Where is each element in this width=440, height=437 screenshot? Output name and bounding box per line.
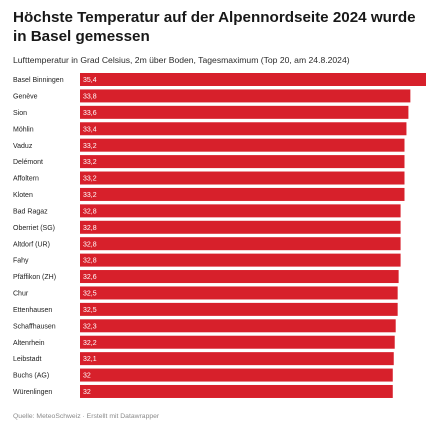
chart-title: Höchste Temperatur auf der Alpennordseit…	[13, 9, 416, 45]
category-label: Genève	[13, 94, 38, 101]
bar	[80, 105, 409, 119]
bar	[80, 335, 395, 349]
category-label: Leibstadt	[13, 356, 41, 363]
value-label: 32,1	[83, 356, 97, 363]
value-label: 35,4	[83, 77, 97, 84]
bar	[80, 319, 396, 333]
category-label: Chur	[13, 291, 29, 298]
value-label: 33,2	[83, 176, 97, 183]
value-label: 33,4	[83, 126, 97, 133]
category-label: Kloten	[13, 192, 33, 199]
bar	[80, 204, 401, 218]
category-label: Pfäffikon (ZH)	[13, 274, 56, 281]
bar	[80, 253, 401, 267]
category-label: Schaffhausen	[13, 323, 56, 330]
value-label: 32,8	[83, 208, 97, 215]
category-label: Möhlin	[13, 126, 34, 133]
bar	[80, 237, 401, 251]
value-label: 33,8	[83, 94, 97, 101]
value-label: 32	[83, 373, 91, 380]
category-label: Oberriet (SG)	[13, 225, 55, 232]
bar	[80, 220, 401, 234]
bar	[80, 138, 405, 152]
category-label: Bad Ragaz	[13, 208, 48, 215]
category-label: Delémont	[13, 159, 43, 166]
bar	[80, 270, 399, 284]
bar	[80, 286, 398, 300]
category-label: Basel Binningen	[13, 77, 64, 84]
bar	[80, 155, 405, 169]
value-label: 33,2	[83, 159, 97, 166]
bar	[80, 187, 405, 201]
bar	[80, 171, 405, 185]
category-label: Würenlingen	[13, 389, 52, 396]
chart-subtitle: Lufttemperatur in Grad Celsius, 2m über …	[13, 55, 350, 65]
value-label: 33,6	[83, 110, 97, 117]
value-label: 32,5	[83, 307, 97, 314]
value-label: 32,6	[83, 274, 97, 281]
value-label: 32,5	[83, 291, 97, 298]
category-label: Altenrhein	[13, 340, 45, 347]
value-label: 32,3	[83, 323, 97, 330]
bar	[80, 122, 407, 136]
source-note: Quelle: MeteoSchweiz · Erstellt mit Data…	[13, 413, 160, 420]
category-label: Affoltern	[13, 176, 39, 183]
category-label: Sion	[13, 110, 27, 117]
value-label: 33,2	[83, 192, 97, 199]
bar	[80, 368, 393, 382]
category-label: Vaduz	[13, 143, 33, 150]
bar	[80, 352, 394, 366]
value-label: 32,8	[83, 258, 97, 265]
value-label: 32,2	[83, 340, 97, 347]
value-label: 32	[83, 389, 91, 396]
value-label: 33,2	[83, 143, 97, 150]
value-label: 32,8	[83, 241, 97, 248]
value-label: 32,8	[83, 225, 97, 232]
bar	[80, 73, 426, 86]
category-label: Ettenhausen	[13, 307, 52, 314]
bar	[80, 384, 393, 398]
bar	[80, 89, 411, 103]
bar	[80, 302, 398, 316]
category-label: Buchs (AG)	[13, 373, 49, 380]
category-label: Fahy	[13, 258, 29, 265]
category-label: Altdorf (UR)	[13, 241, 50, 248]
